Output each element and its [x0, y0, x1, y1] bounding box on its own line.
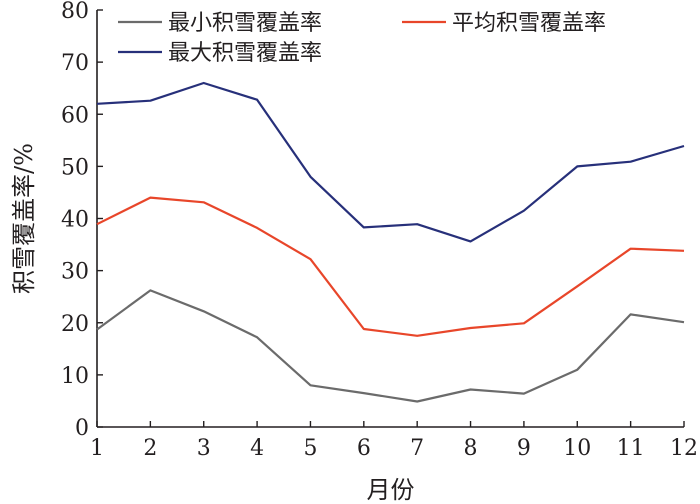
y-axis-title-group: 积雪覆盖率/%	[10, 143, 38, 294]
y-tick-label: 50	[61, 155, 89, 180]
y-tick-label: 70	[61, 51, 89, 76]
x-tick-label: 8	[464, 436, 478, 461]
y-tick-label: 30	[61, 260, 89, 285]
x-axis-title: 月份	[367, 476, 415, 504]
series-line-1	[96, 289, 685, 403]
y-tick-label: 10	[61, 364, 89, 389]
axes	[96, 10, 684, 428]
series-line-2	[96, 196, 685, 337]
x-tick-label: 2	[143, 436, 157, 461]
x-tick-label: 12	[670, 436, 698, 461]
legend-label-1: 最小积雪覆盖率	[168, 11, 322, 36]
y-tick-label: 60	[61, 103, 89, 128]
x-tick-label: 11	[617, 436, 645, 461]
x-tick-label: 5	[303, 436, 317, 461]
x-tick-label: 10	[563, 436, 591, 461]
y-tick-label: 40	[61, 208, 89, 233]
x-tick-label: 1	[90, 436, 104, 461]
x-tick-label: 3	[197, 436, 211, 461]
x-tick-label: 4	[250, 436, 264, 461]
x-tick-label: 7	[410, 436, 424, 461]
y-axis-title: 积雪覆盖率/%	[10, 143, 38, 294]
y-tick-label: 0	[75, 416, 89, 441]
x-axis-ticks: 1 2 3 4 5 6 7 8 9 10 11 12	[90, 421, 698, 461]
y-tick-label: 80	[61, 0, 89, 24]
legend-label-2: 平均积雪覆盖率	[452, 11, 606, 36]
x-tick-label: 6	[357, 436, 371, 461]
series-lines	[96, 81, 685, 403]
series-line-3	[96, 81, 685, 243]
legend-label-3: 最大积雪覆盖率	[168, 41, 322, 66]
x-tick-label: 9	[517, 436, 531, 461]
y-tick-label: 20	[61, 312, 89, 337]
y-axis-ticks: 0 10 20 30 40 50 60 70 80	[61, 0, 103, 441]
